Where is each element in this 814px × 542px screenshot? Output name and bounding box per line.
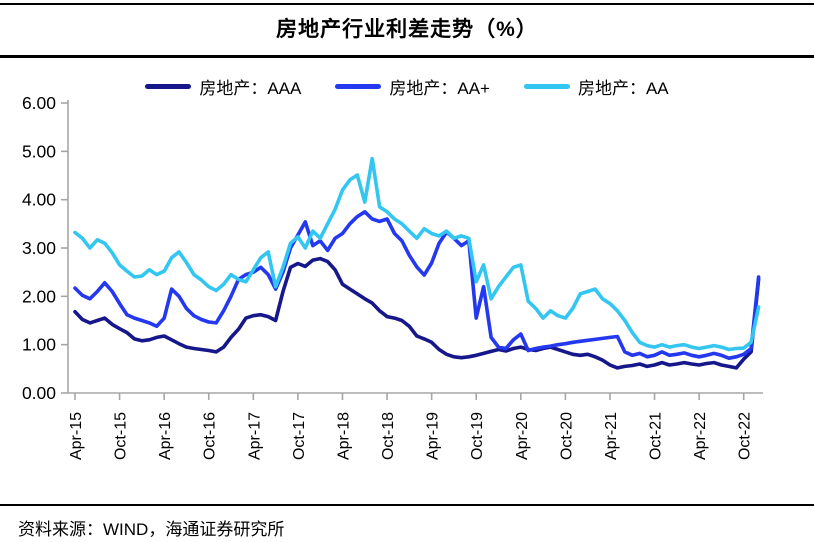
x-tick-label: Apr-18 — [335, 412, 352, 460]
y-tick-label: 4.00 — [22, 190, 56, 210]
x-tick-label: Apr-19 — [425, 412, 442, 460]
series-line-2 — [73, 156, 761, 352]
x-tick-label: Apr-21 — [603, 412, 620, 460]
x-tick-label: Apr-17 — [246, 412, 263, 460]
x-tick-label: Oct-22 — [737, 412, 754, 460]
chart-legend: 房地产：AAA 房地产：AA+ 房地产：AA — [0, 74, 814, 99]
legend-item-1: 房地产：AA+ — [335, 74, 490, 99]
legend-label: 房地产：AAA — [199, 79, 302, 98]
chart-title: 房地产行业利差走势（%） — [276, 18, 538, 41]
y-tick-label: 0.00 — [22, 383, 56, 403]
y-tick-label: 5.00 — [22, 141, 56, 161]
legend-label: 房地产：AA — [577, 79, 669, 98]
legend-label: 房地产：AA+ — [389, 79, 490, 98]
footer-rule — [0, 504, 814, 506]
y-tick-label: 2.00 — [22, 286, 56, 306]
series-line-1 — [73, 210, 761, 361]
legend-swatch-icon — [523, 84, 570, 89]
x-tick-label: Apr-15 — [68, 412, 85, 460]
x-tick-label: Oct-17 — [291, 412, 308, 460]
x-tick-label: Oct-20 — [558, 412, 575, 460]
x-tick-label: Apr-22 — [692, 412, 709, 460]
legend-item-0: 房地产：AAA — [145, 74, 301, 99]
y-tick-label: 1.00 — [22, 335, 56, 355]
y-tick-label: 3.00 — [22, 238, 56, 258]
x-tick-label: Apr-16 — [157, 412, 174, 460]
title-rule — [0, 55, 814, 58]
legend-item-2: 房地产：AA — [523, 74, 669, 99]
x-tick-label: Oct-19 — [469, 412, 486, 460]
top-rule — [0, 3, 814, 5]
source-note: 资料来源：WIND，海通证券研究所 — [18, 520, 285, 539]
legend-swatch-icon — [335, 84, 382, 89]
series-line-0 — [73, 256, 761, 370]
legend-swatch-icon — [145, 84, 192, 89]
x-tick-label: Oct-16 — [202, 412, 219, 460]
x-tick-label: Oct-15 — [113, 412, 130, 460]
x-tick-label: Oct-21 — [648, 412, 665, 460]
x-tick-label: Oct-18 — [380, 412, 397, 460]
x-tick-label: Apr-20 — [514, 412, 531, 460]
